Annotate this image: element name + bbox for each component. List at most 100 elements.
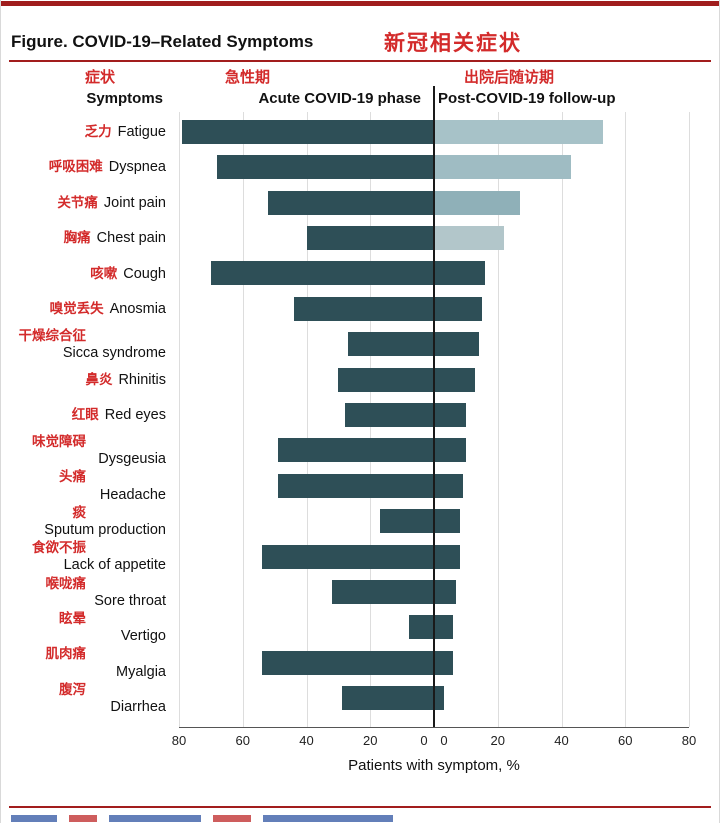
figure-title-zh: 新冠相关症状	[384, 32, 522, 55]
bars-container	[179, 114, 689, 716]
followup-half	[434, 367, 689, 392]
x-ticks: 80 60 40 20 0 0 20 40 60 80	[172, 733, 696, 749]
followup-bar	[434, 473, 463, 498]
followup-half	[434, 438, 689, 463]
symptom-label-zh: 痰	[72, 504, 87, 520]
gridline	[306, 112, 308, 727]
zero-axis-line	[433, 86, 435, 727]
symptom-label: 痰 Sputum production	[1, 503, 173, 538]
symptom-label: 喉咙痛 Sore throat	[1, 574, 173, 609]
followup-header-en: Post-COVID-19 follow-up	[438, 90, 616, 107]
top-accent-bar	[1, 1, 719, 6]
symptoms-header-en: Symptoms	[86, 90, 163, 107]
acute-half	[179, 402, 434, 427]
symptom-label-zh: 腹泻	[59, 681, 86, 697]
symptom-label: 肌肉痛 Myalgia	[1, 645, 173, 680]
followup-bar	[434, 579, 457, 604]
plot-area	[179, 86, 690, 728]
followup-half	[434, 155, 689, 180]
bar-row	[179, 681, 689, 716]
bar-row	[179, 256, 689, 291]
x-tick: 40	[554, 733, 569, 748]
clipped-caption-sliver	[11, 815, 709, 822]
symptom-label-en: Vertigo	[120, 628, 166, 645]
bar-row	[179, 220, 689, 255]
acute-bar	[261, 650, 434, 675]
symptom-label: 胸痛 Chest pain	[1, 220, 173, 255]
followup-bar	[434, 509, 460, 534]
followup-half	[434, 190, 689, 215]
symptom-label-zh: 鼻炎	[85, 371, 113, 387]
acute-header-en: Acute COVID-19 phase	[258, 90, 421, 107]
bar-row	[179, 114, 689, 149]
followup-bar	[434, 190, 521, 215]
followup-bar	[434, 650, 454, 675]
acute-half	[179, 544, 434, 569]
followup-bar	[434, 296, 482, 321]
bar-row	[179, 539, 689, 574]
symptom-label: 食欲不振 Lack of appetite	[1, 539, 173, 574]
bar-row	[179, 397, 689, 432]
symptom-label-zh: 乏力	[84, 123, 112, 139]
symptom-label-en: Fatigue	[117, 123, 166, 140]
followup-bar	[434, 332, 479, 357]
acute-half	[179, 296, 434, 321]
followup-bar	[434, 402, 466, 427]
symptom-label-en: Red eyes	[104, 407, 166, 424]
followup-column-header: 出院后随访期 Post-COVID-19 follow-up	[438, 66, 691, 107]
followup-half	[434, 261, 689, 286]
symptom-label-en: Sicca syndrome	[62, 344, 166, 361]
followup-half	[434, 473, 689, 498]
followup-half	[434, 119, 689, 144]
symptom-label-zh: 肌肉痛	[45, 646, 87, 662]
gridline	[242, 112, 244, 727]
acute-half	[179, 650, 434, 675]
clipped-text-fragment	[69, 815, 97, 822]
followup-half	[434, 402, 689, 427]
bar-row	[179, 326, 689, 361]
acute-bar	[347, 332, 434, 357]
acute-half	[179, 686, 434, 711]
x-tick: 80	[681, 733, 697, 748]
x-tick: 0	[420, 733, 428, 748]
bar-row	[179, 291, 689, 326]
symptom-label-en: Rhinitis	[118, 371, 166, 388]
symptom-label-en: Headache	[99, 486, 166, 503]
followup-bar	[434, 615, 454, 640]
symptom-label-zh: 食欲不振	[32, 540, 86, 556]
acute-bar	[379, 509, 434, 534]
acute-half	[179, 119, 434, 144]
symptom-label: 鼻炎 Rhinitis	[1, 362, 173, 397]
acute-column-header: 急性期 Acute COVID-19 phase	[179, 66, 434, 107]
symptom-label-en: Diarrhea	[110, 699, 166, 715]
symptom-label: 红眼 Red eyes	[1, 397, 173, 432]
symptom-label-zh: 呼吸困难	[48, 159, 103, 175]
bar-row	[179, 185, 689, 220]
symptom-label-zh: 味觉障碍	[32, 433, 86, 449]
symptom-label-zh: 喉咙痛	[45, 575, 87, 591]
bar-row	[179, 610, 689, 645]
followup-bar	[434, 225, 505, 250]
followup-header-zh: 出院后随访期	[464, 69, 555, 86]
acute-half	[179, 155, 434, 180]
acute-bar	[332, 579, 434, 604]
acute-bar	[293, 296, 434, 321]
acute-bar	[277, 438, 434, 463]
acute-bar	[341, 686, 434, 711]
followup-half	[434, 579, 689, 604]
symptom-label-en: Dysgeusia	[98, 451, 166, 468]
symptom-label-en: Myalgia	[116, 663, 166, 680]
symptom-label: 眩晕 Vertigo	[1, 610, 173, 645]
x-tick: 20	[490, 733, 505, 748]
acute-half	[179, 438, 434, 463]
x-tick: 40	[299, 733, 314, 748]
acute-bar	[182, 119, 434, 144]
followup-bar	[434, 438, 466, 463]
labels-container: 乏力 Fatigue 呼吸困难 Dyspnea 关节痛 Joint pain 胸痛 Chest…	[1, 114, 173, 716]
symptom-label: 干燥综合征 Sicca syndrome	[1, 326, 173, 361]
acute-half	[179, 225, 434, 250]
symptom-label-en: Chest pain	[96, 230, 166, 247]
symptom-label-zh: 嗅觉丢失	[49, 300, 104, 316]
followup-half	[434, 225, 689, 250]
